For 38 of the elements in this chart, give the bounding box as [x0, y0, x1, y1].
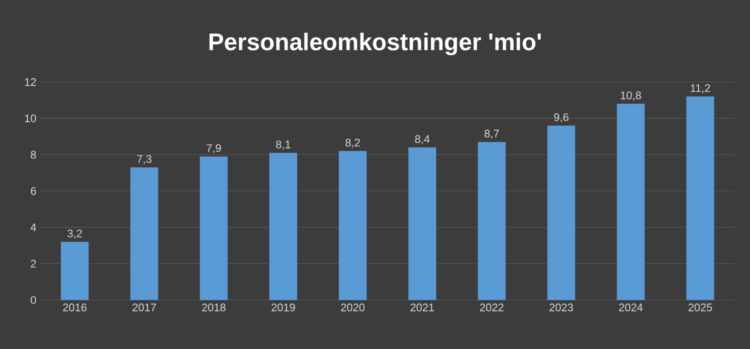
- y-tick-label: 10: [25, 114, 36, 122]
- y-tick-label: 6: [30, 187, 36, 195]
- bar: [60, 242, 89, 300]
- data-label: 7,3: [137, 155, 152, 164]
- bar: [686, 96, 714, 300]
- y-tick-label: 2: [30, 260, 36, 268]
- x-tick-label: 2021: [410, 304, 434, 312]
- x-tick-label: 2024: [619, 304, 643, 312]
- y-tick-label: 12: [25, 78, 36, 86]
- data-label: 9,6: [554, 113, 568, 122]
- bar: [130, 167, 158, 300]
- bar: [547, 126, 576, 300]
- bar: [478, 142, 506, 300]
- bar: [338, 151, 367, 300]
- data-label: 8,7: [484, 130, 499, 139]
- data-label: 7,9: [206, 144, 221, 154]
- y-tick-label: 0: [30, 296, 36, 304]
- chart-title: Personaleomkostninger 'mio': [210, 32, 541, 56]
- x-tick-label: 2016: [63, 304, 86, 312]
- data-label: 3,2: [68, 230, 82, 239]
- bar: [269, 152, 298, 300]
- data-label: 8,2: [346, 138, 360, 148]
- data-label: 10,8: [620, 92, 641, 101]
- data-label: 8,4: [415, 135, 430, 144]
- x-tick-label: 2022: [480, 304, 504, 312]
- x-tick-label: 2019: [272, 304, 295, 312]
- x-tick-label: 2017: [132, 304, 156, 312]
- x-tick-label: 2020: [341, 304, 365, 312]
- x-tick-label: 2025: [688, 304, 712, 312]
- data-label: 11,2: [690, 84, 710, 94]
- bar: [200, 156, 228, 300]
- x-tick-label: 2023: [550, 304, 573, 312]
- bar: [408, 147, 436, 300]
- bar: [616, 104, 645, 300]
- y-tick-label: 4: [30, 224, 36, 232]
- x-tick-label: 2018: [202, 304, 226, 312]
- data-label: 8,1: [276, 140, 290, 150]
- y-tick-label: 8: [30, 150, 36, 159]
